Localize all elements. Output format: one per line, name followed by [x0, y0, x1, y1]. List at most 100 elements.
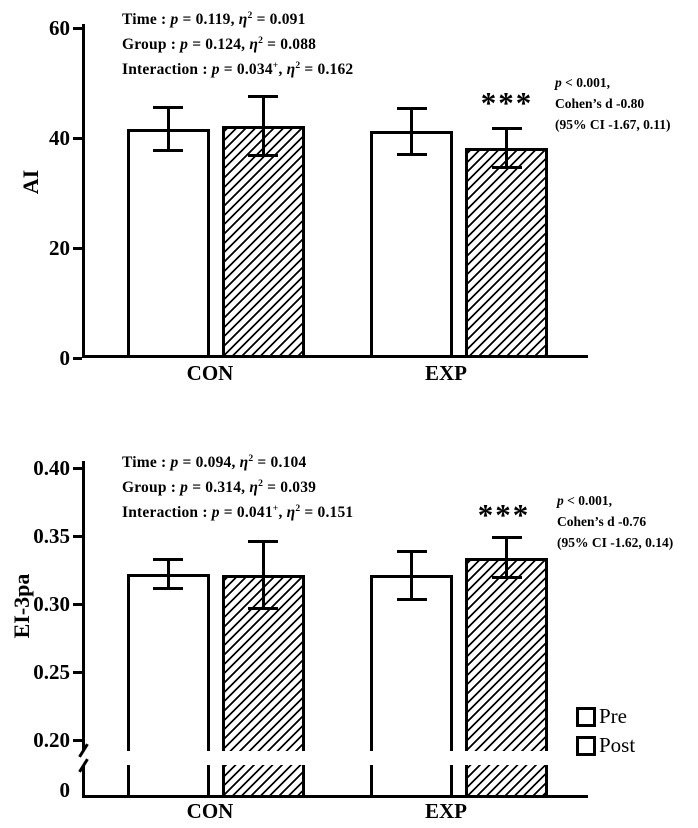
y-tick-label-40: 40 — [49, 126, 70, 150]
y-axis-upper-segment — [82, 461, 85, 750]
effect-size-note-bottom: p < 0.001, Cohen’s d -0.76 (95% CI -1.62… — [557, 490, 673, 553]
y-tick-0.30 — [73, 602, 82, 606]
italic-symbol: p — [555, 75, 562, 90]
italic-symbol: η — [286, 61, 296, 79]
legend-label-post: Post — [599, 733, 636, 757]
err-con-pre-cap-top — [153, 106, 183, 110]
effect-cohens-d: Cohen’s d -0.80 — [555, 93, 671, 114]
err-con-post-cap-bottom — [248, 607, 278, 611]
text-segment: (95% CI -1.62, 0.14) — [557, 535, 674, 550]
stats-line-time: Time : p = 0.094, η2 = 0.104 — [122, 448, 353, 473]
text-segment: Group : — [122, 36, 181, 54]
text-segment: = 0.151 — [300, 504, 354, 522]
y-tick-label-0: 0 — [59, 346, 71, 370]
italic-symbol: η — [238, 11, 248, 29]
y-tick-label-0.20: 0.20 — [33, 728, 70, 752]
text-segment: = 0.039 — [263, 479, 317, 497]
text-segment: (95% CI -1.67, 0.11) — [555, 117, 671, 132]
err-exp-post-cap-top — [491, 536, 522, 540]
y-tick-label-0.25: 0.25 — [33, 660, 70, 684]
text-segment: = 0.088 — [263, 36, 317, 54]
y-tick-label-0.35: 0.35 — [33, 524, 70, 548]
superscript: + — [272, 60, 279, 72]
legend: Pre Post — [576, 702, 635, 760]
y-axis-lower-segment — [82, 765, 85, 798]
italic-symbol: η — [286, 504, 296, 522]
stats-line-group: Group : p = 0.124, η2 = 0.088 — [122, 30, 353, 55]
err-exp-post-line — [505, 537, 508, 579]
superscript: 2 — [295, 60, 301, 72]
x-category-label-con: CON — [186, 361, 234, 385]
effect-confidence-interval: (95% CI -1.62, 0.14) — [557, 532, 673, 553]
effect-cohens-d: Cohen’s d -0.76 — [557, 511, 673, 532]
y-tick-label-60: 60 — [49, 16, 70, 40]
legend-swatch-post-hatched — [576, 735, 596, 756]
text-segment: = 0.119, — [178, 11, 239, 29]
text-segment: = 0.104 — [253, 454, 307, 472]
bar-con-post — [221, 125, 305, 358]
italic-symbol: η — [249, 479, 259, 497]
err-exp-pre-line — [410, 108, 413, 155]
legend-item-pre: Pre — [576, 702, 635, 731]
err-con-post-cap-top — [248, 94, 278, 98]
x-category-label-con: CON — [186, 799, 234, 823]
err-con-post-cap-bottom — [248, 154, 278, 158]
err-con-post-cap-top — [248, 540, 278, 544]
err-exp-post-cap-bottom — [491, 576, 522, 580]
superscript: 2 — [258, 35, 264, 47]
err-exp-pre-line — [410, 550, 413, 600]
italic-symbol: p — [557, 493, 564, 508]
stats-line-time: Time : p = 0.119, η2 = 0.091 — [122, 5, 353, 30]
anova-stats-bottom: Time : p = 0.094, η2 = 0.104 Group : p =… — [122, 448, 353, 523]
err-exp-post-cap-top — [491, 127, 522, 131]
italic-symbol: p — [170, 454, 179, 472]
y-tick-20 — [73, 246, 82, 250]
italic-symbol: p — [180, 479, 189, 497]
text-segment: = 0.091 — [252, 11, 306, 29]
significance-stars-top: *** — [480, 85, 534, 120]
text-segment: < 0.001, — [563, 493, 612, 508]
err-con-pre-cap-bottom — [153, 149, 183, 153]
stats-line-group: Group : p = 0.314, η2 = 0.039 — [122, 473, 353, 498]
err-exp-pre-cap-bottom — [396, 597, 427, 601]
superscript: 2 — [248, 453, 254, 464]
italic-symbol: p — [211, 61, 220, 79]
text-segment: Time : — [122, 11, 171, 29]
err-exp-pre-cap-top — [396, 549, 427, 553]
text-segment: Cohen’s d -0.76 — [557, 514, 647, 529]
text-segment: = 0.162 — [300, 61, 354, 79]
text-segment: Interaction : — [122, 61, 212, 79]
italic-symbol: p — [180, 36, 189, 54]
err-exp-post-cap-bottom — [491, 165, 522, 169]
x-axis — [82, 795, 588, 798]
text-segment: , — [278, 504, 287, 522]
effect-p-value: p < 0.001, — [557, 490, 673, 511]
significance-stars-bottom: *** — [477, 497, 531, 532]
italic-symbol: η — [239, 454, 249, 472]
x-category-label-exp: EXP — [425, 361, 467, 385]
text-segment: Group : — [122, 479, 181, 497]
stats-line-interaction: Interaction : p = 0.041+, η2 = 0.151 — [122, 498, 353, 523]
bar-exp-post — [465, 147, 548, 358]
y-tick-0.40 — [73, 466, 82, 470]
y-tick-label-0.40: 0.40 — [33, 456, 70, 480]
y-tick-0 — [73, 356, 82, 360]
stats-line-interaction: Interaction : p = 0.034+, η2 = 0.162 — [122, 55, 353, 80]
text-segment: = 0.041 — [219, 504, 273, 522]
legend-label-pre: Pre — [599, 704, 627, 728]
err-exp-pre-cap-bottom — [396, 152, 427, 156]
effect-confidence-interval: (95% CI -1.67, 0.11) — [555, 114, 671, 135]
err-con-pre-cap-bottom — [153, 587, 183, 591]
err-exp-pre-cap-top — [396, 107, 427, 111]
legend-swatch-pre-open — [576, 706, 596, 727]
y-tick-40 — [73, 136, 82, 140]
text-segment: Time : — [122, 454, 171, 472]
err-con-pre-cap-top — [153, 558, 183, 562]
y-tick-label-20: 20 — [49, 236, 70, 260]
italic-symbol: p — [211, 504, 220, 522]
superscript: 2 — [295, 503, 301, 515]
y-tick-60 — [73, 26, 82, 30]
text-segment: < 0.001, — [561, 75, 610, 90]
y-tick-0.25 — [73, 670, 82, 674]
